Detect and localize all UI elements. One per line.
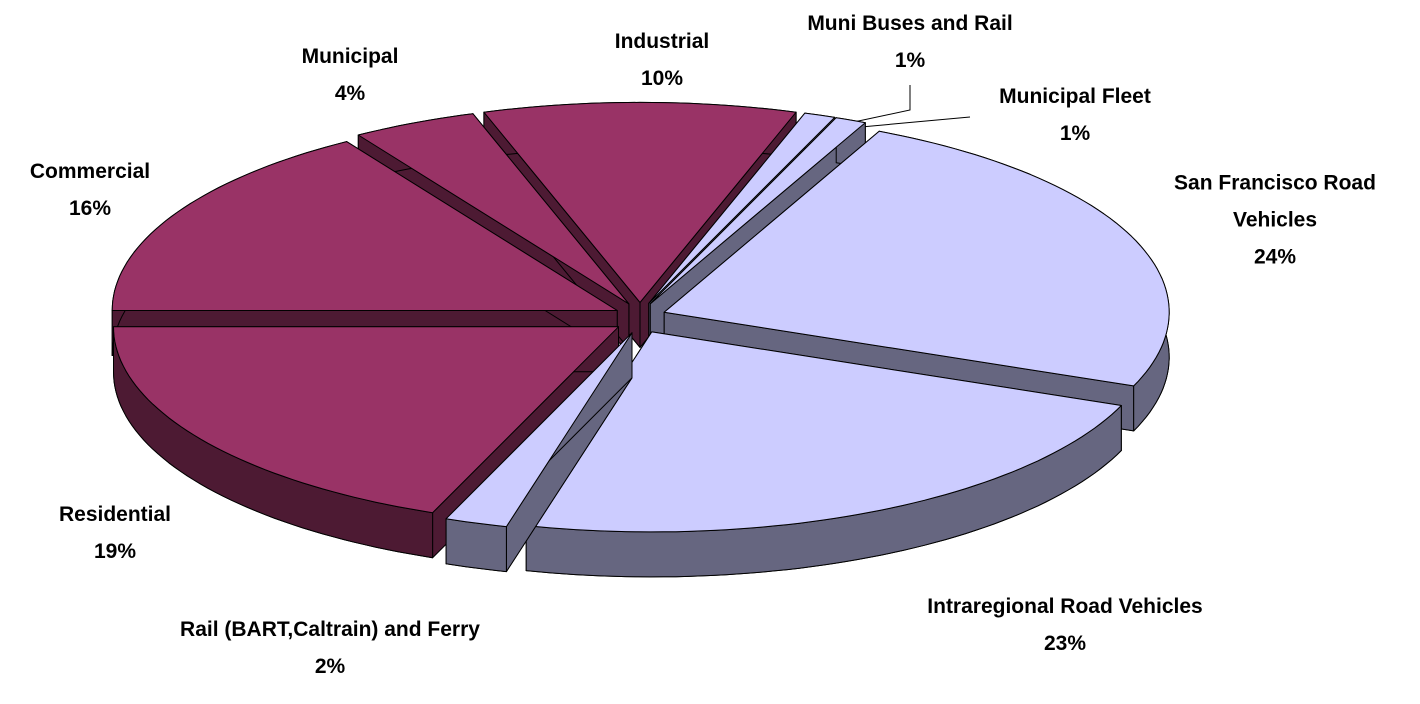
value-label: 24% xyxy=(1253,245,1297,269)
category-name: Commercial xyxy=(29,160,151,183)
slice-top xyxy=(357,113,630,305)
slice-outer-wall xyxy=(445,518,507,573)
category-name: Municipal Fleet xyxy=(999,85,1151,108)
leader-line xyxy=(849,116,971,129)
pie-slice xyxy=(525,331,1122,578)
value-label: 4% xyxy=(334,82,366,105)
slice-label: Industrial 10% xyxy=(562,23,762,97)
slice-label: Intraregional Road Vehicles 23% xyxy=(855,588,1275,662)
category-name: Rail (BART,Caltrain) and Ferry xyxy=(180,618,480,641)
slice-top xyxy=(648,112,836,304)
slice-top xyxy=(111,141,618,311)
category-name: Residential xyxy=(58,503,172,526)
slice-top xyxy=(445,332,633,528)
pie-slice xyxy=(113,326,619,559)
slice-top xyxy=(663,130,1170,387)
category-name: Intraregional Road Vehicles xyxy=(927,595,1203,618)
value-label: 1% xyxy=(1059,122,1091,145)
pie-slice xyxy=(445,332,633,573)
slice-label: Muni Buses and Rail 1% xyxy=(760,5,1060,79)
slice-label: Municipal 4% xyxy=(250,38,450,112)
value-label: 1% xyxy=(894,49,926,72)
category-name: Municipal xyxy=(301,45,399,68)
value-label: 2% xyxy=(314,655,346,678)
value-label: 10% xyxy=(640,67,684,90)
slice-label: Commercial 16% xyxy=(0,153,190,227)
category-name: Muni Buses and Rail xyxy=(807,12,1013,35)
value-label: 16% xyxy=(68,197,112,220)
value-label: 19% xyxy=(93,540,137,563)
value-label: 23% xyxy=(1043,632,1087,655)
category-name: Industrial xyxy=(614,30,710,53)
slice-label: San Francisco Road Vehicles 24% xyxy=(1135,165,1415,276)
slice-top xyxy=(525,331,1122,533)
slice-label: Residential 19% xyxy=(15,496,215,570)
slice-top xyxy=(483,101,797,303)
slice-label: Rail (BART,Caltrain) and Ferry 2% xyxy=(180,611,480,685)
slice-label: Municipal Fleet 1% xyxy=(945,78,1205,152)
slice-top xyxy=(649,117,866,305)
category-name: San Francisco Road Vehicles xyxy=(1174,171,1376,232)
leader-line xyxy=(834,85,911,127)
slice-top xyxy=(113,326,619,514)
